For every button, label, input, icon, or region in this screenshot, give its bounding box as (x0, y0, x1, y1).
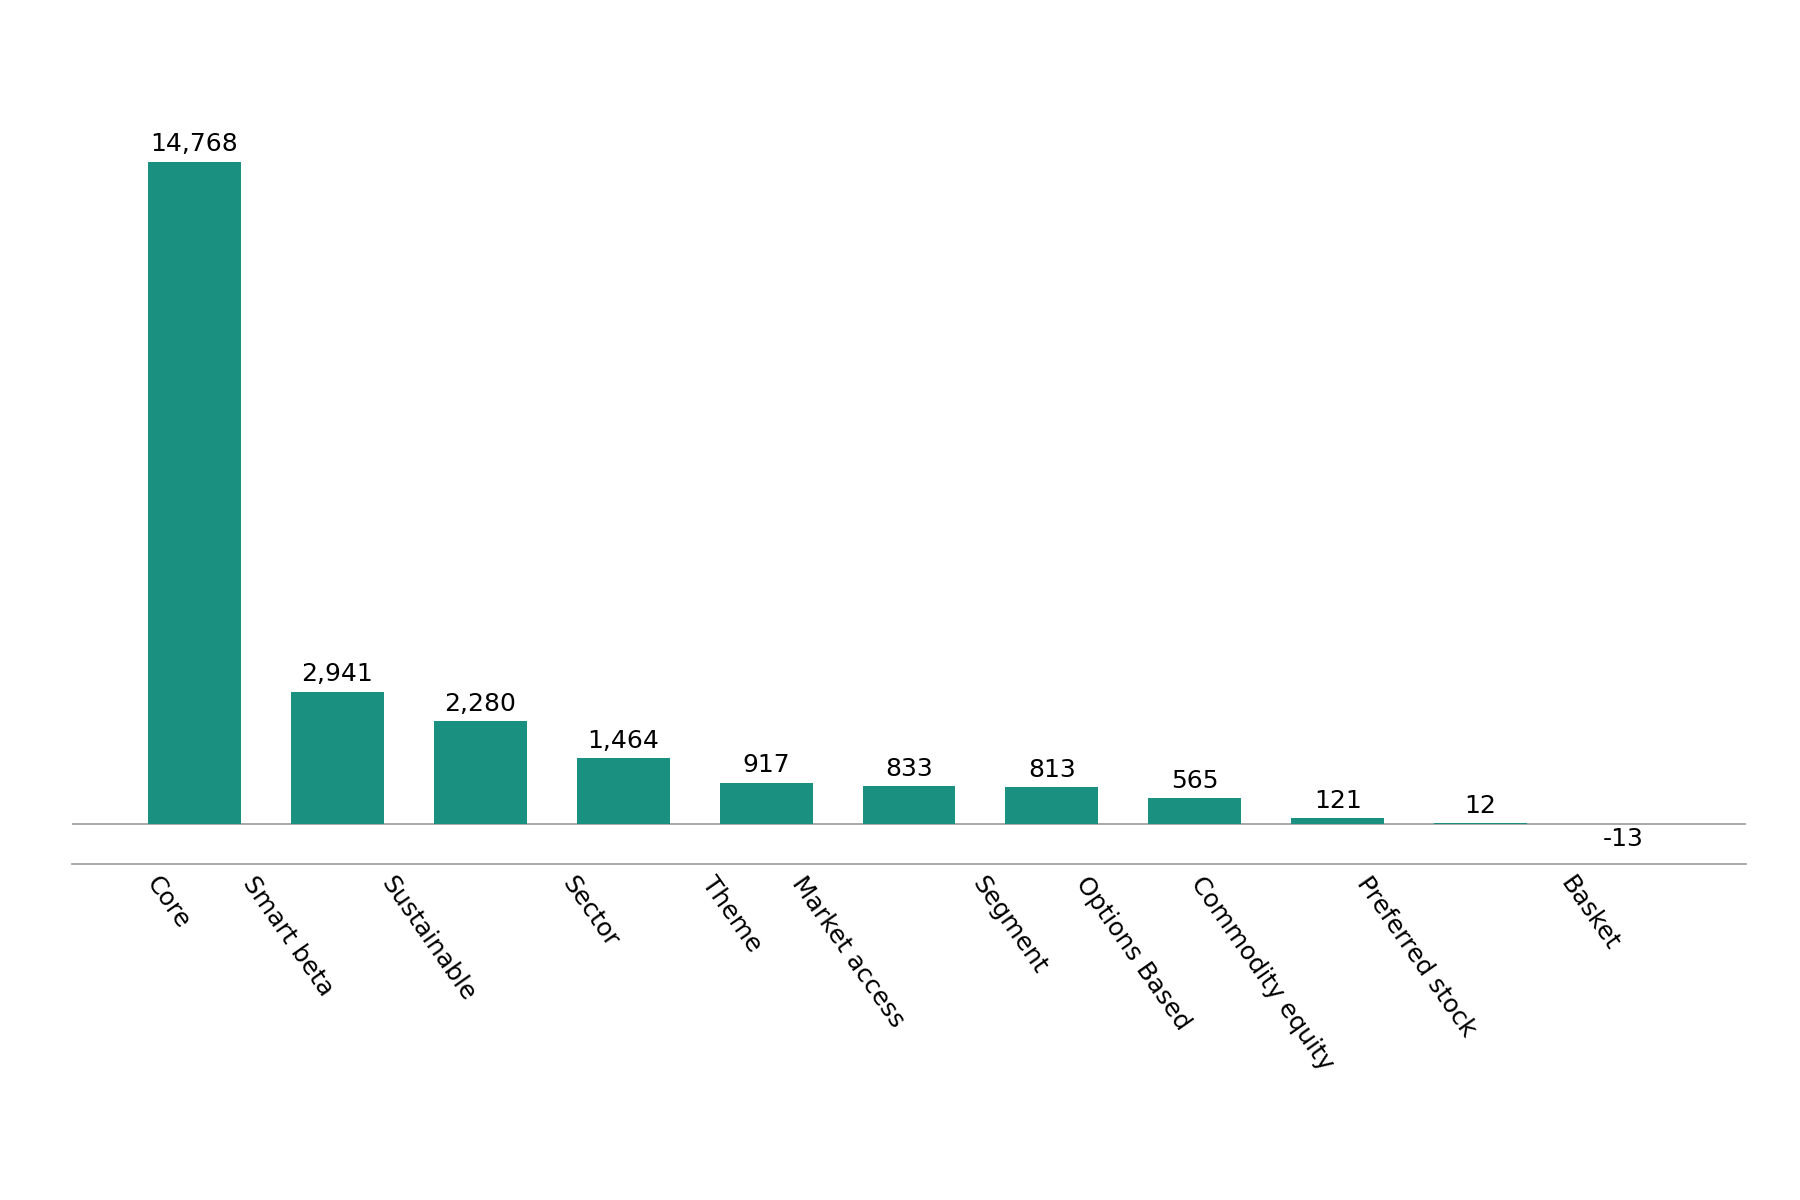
Text: 813: 813 (1028, 758, 1076, 782)
Bar (148, 162, 241, 823)
Text: -13: -13 (1604, 827, 1643, 851)
Bar (434, 721, 527, 823)
Bar (720, 782, 812, 823)
Text: 565: 565 (1172, 769, 1219, 793)
Text: 12: 12 (1465, 793, 1496, 817)
Bar (292, 692, 383, 823)
Text: 121: 121 (1314, 788, 1361, 812)
Text: 833: 833 (886, 757, 932, 781)
Text: 1,464: 1,464 (587, 728, 659, 752)
Bar (862, 786, 956, 823)
Text: 2,280: 2,280 (445, 692, 517, 716)
Text: 14,768: 14,768 (151, 132, 238, 156)
Bar (1291, 818, 1384, 823)
Bar (1148, 798, 1242, 823)
Bar (1006, 787, 1098, 823)
Text: 917: 917 (742, 754, 790, 778)
Bar (576, 758, 670, 823)
Text: 2,941: 2,941 (302, 662, 373, 686)
